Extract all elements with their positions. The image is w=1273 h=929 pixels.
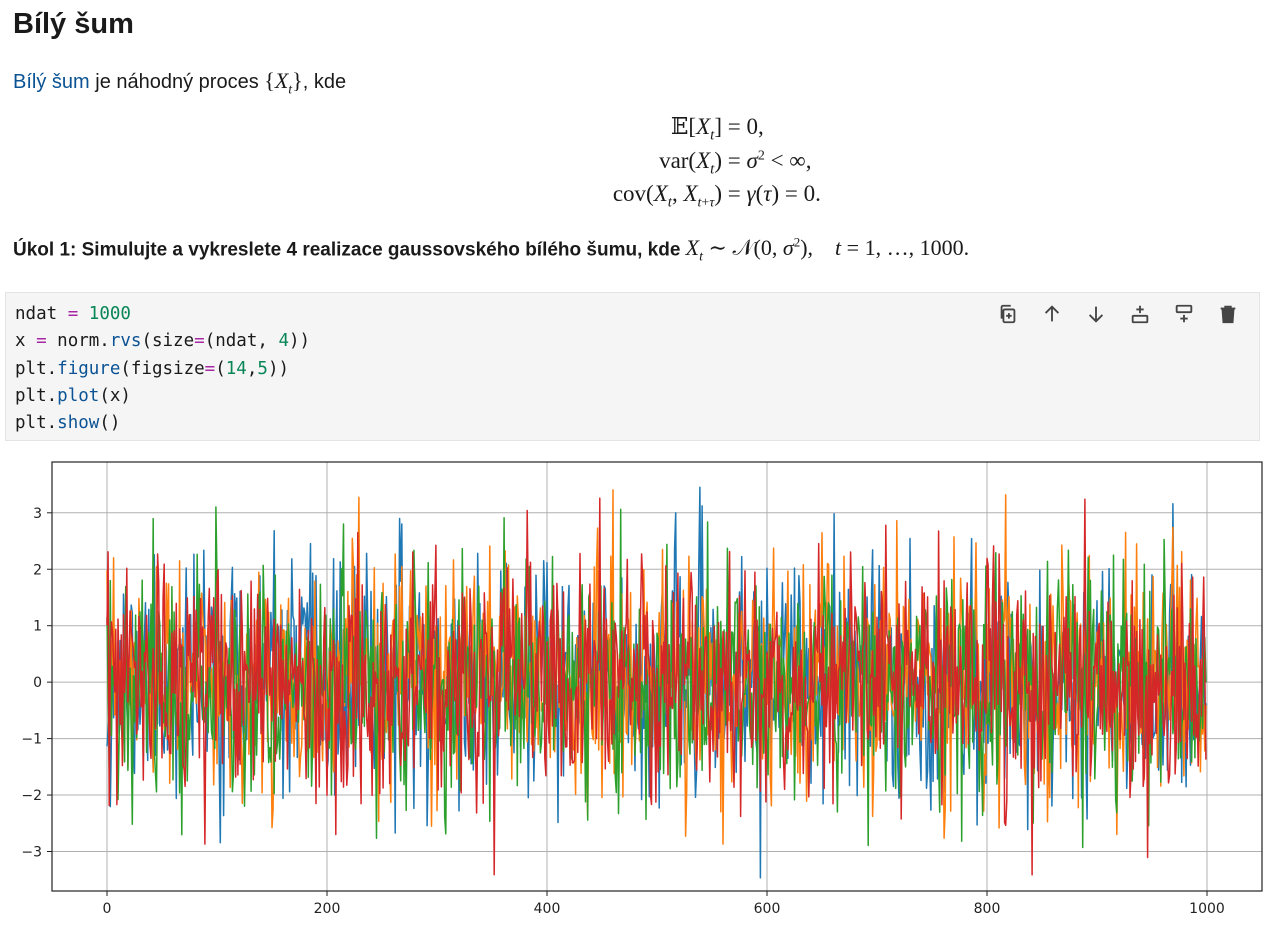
move-up-button[interactable] [1039, 301, 1065, 327]
y-tick-label: −1 [21, 732, 42, 748]
plot-frame [51, 461, 1263, 892]
y-tick-label: 0 [33, 675, 42, 691]
arrow-down-icon [1088, 306, 1104, 323]
white-noise-link[interactable]: Bílý šum [13, 71, 90, 93]
x-tick-label: 400 [534, 901, 561, 917]
chart-ticks: 0 200 400 600 800 1000 −3 −2 −1 0 1 2 3 [21, 506, 1224, 917]
copy-cell-icon [1000, 304, 1016, 324]
copy-cell-button[interactable] [995, 301, 1021, 327]
insert-above-button[interactable] [1127, 301, 1153, 327]
x-tick-label: 0 [103, 901, 112, 917]
y-tick-label: 1 [33, 619, 42, 635]
chart-series [106, 486, 1207, 879]
delete-cell-button[interactable] [1215, 301, 1241, 327]
code-line-3: plt.figure(figsize=(14,5)) [15, 358, 290, 379]
process-math: {Xt} [264, 68, 303, 98]
move-down-button[interactable] [1083, 301, 1109, 327]
task-math: Xt ∼ 𝒩(0, σ2), t = 1, …, 1000. [685, 235, 970, 265]
code-line-5: plt.show() [15, 413, 121, 434]
arrow-up-icon [1044, 305, 1060, 322]
insert-below-button[interactable] [1171, 301, 1197, 327]
x-tick-label: 1000 [1189, 901, 1225, 917]
y-tick-label: −2 [21, 788, 42, 804]
code-cell[interactable]: ndat = 1000 x = norm.rvs(size=(ndat, 4))… [5, 292, 1260, 441]
y-tick-label: −3 [21, 844, 42, 860]
insert-above-icon [1131, 305, 1149, 324]
code-editor[interactable]: ndat = 1000 x = norm.rvs(size=(ndat, 4))… [15, 301, 310, 437]
insert-below-icon [1175, 304, 1193, 323]
intro-text: je náhodný proces [89, 71, 265, 93]
task-heading: Úkol 1: Simulujte a vykreslete 4 realiza… [13, 235, 969, 266]
intro-paragraph: Bílý šum je náhodný proces {Xt}, kde [13, 68, 346, 98]
page-title: Bílý šum [13, 8, 134, 40]
white-noise-chart: 0 200 400 600 800 1000 −3 −2 −1 0 1 2 3 [21, 461, 1263, 917]
code-line-2: x = norm.rvs(size=(ndat, 4)) [15, 331, 311, 352]
y-tick-label: 3 [33, 506, 42, 522]
code-line-1: ndat = 1000 [15, 304, 131, 324]
trash-icon [1220, 305, 1236, 324]
cell-toolbar [995, 301, 1241, 327]
x-tick-label: 200 [314, 901, 341, 917]
task-text: Úkol 1: Simulujte a vykreslete 4 realiza… [13, 239, 686, 261]
intro-text-end: , kde [302, 71, 347, 93]
x-tick-label: 800 [974, 901, 1001, 917]
x-tick-label: 600 [754, 901, 781, 917]
series-line-4 [106, 497, 1207, 876]
code-line-4: plt.plot(x) [15, 385, 131, 406]
y-tick-label: 2 [33, 562, 42, 578]
